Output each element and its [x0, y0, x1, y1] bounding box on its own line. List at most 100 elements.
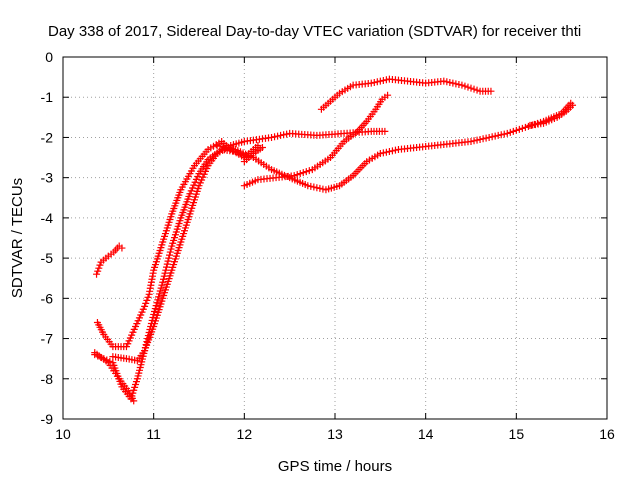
data-point [163, 260, 171, 268]
data-point [385, 148, 393, 156]
y-tick-label: -2 [41, 129, 54, 145]
data-point [391, 146, 399, 154]
y-tick-label: -3 [41, 170, 54, 186]
data-point [470, 85, 478, 93]
data-point [515, 125, 523, 133]
data-point [461, 82, 469, 90]
y-tick-label: -9 [41, 411, 54, 427]
series-track-d [93, 242, 126, 278]
data-point [166, 248, 174, 256]
data-point [379, 149, 387, 157]
data-point [446, 78, 454, 86]
data-point [277, 131, 285, 139]
axis-ticks: 10 11 12 13 14 15 16 0 -1 -2 -3 -4 -5 -6 -7 -8 -9 [41, 49, 615, 442]
data-point [482, 134, 490, 142]
data-point [118, 244, 126, 252]
data-point [216, 142, 224, 150]
data-point [476, 135, 484, 143]
data-point [161, 269, 169, 277]
data-point [506, 128, 514, 136]
x-tick-label: 13 [327, 426, 343, 442]
data-point [384, 91, 392, 99]
series-track-e [91, 349, 138, 405]
data-point [569, 101, 577, 109]
series-track-j [240, 144, 266, 166]
data-point [479, 135, 487, 143]
series-track-a [93, 137, 262, 351]
data-point [93, 270, 101, 278]
data-point [162, 266, 170, 274]
x-tick-label: 16 [599, 426, 615, 442]
data-point [302, 168, 310, 176]
data-point [497, 131, 505, 139]
x-axis-title: GPS time / hours [278, 458, 392, 475]
data-point [382, 148, 390, 156]
data-point [467, 84, 475, 92]
data-point [379, 76, 387, 84]
data-point [293, 171, 301, 179]
data-point [470, 137, 478, 145]
data-point [512, 126, 520, 134]
data-point [280, 131, 288, 139]
y-tick-label: -8 [41, 371, 54, 387]
data-point [370, 78, 378, 86]
data-point [222, 144, 230, 151]
data-point [373, 78, 381, 86]
data-point [305, 167, 313, 175]
y-tick-label: 0 [45, 49, 53, 65]
data-point [473, 136, 481, 144]
data-point [130, 397, 138, 405]
data-point [485, 133, 493, 141]
x-tick-label: 15 [509, 426, 525, 442]
data-points [91, 75, 577, 405]
data-point [367, 79, 375, 87]
data-point [316, 184, 324, 192]
data-point [487, 87, 495, 95]
y-tick-label: -4 [41, 210, 54, 226]
series-track-i [526, 101, 577, 129]
data-point [307, 182, 315, 190]
data-point [299, 169, 307, 177]
data-point [376, 77, 384, 85]
data-point [141, 302, 149, 310]
data-point [290, 172, 298, 180]
grid [63, 57, 607, 419]
data-point [96, 261, 104, 269]
data-point [491, 132, 499, 140]
data-point [467, 137, 475, 145]
data-point [225, 144, 233, 152]
data-point [521, 123, 529, 131]
data-point [455, 80, 463, 88]
series-track-b [91, 146, 253, 403]
data-point [258, 144, 266, 151]
data-point [488, 133, 496, 141]
x-tick-label: 10 [55, 426, 71, 442]
series-track-g [240, 91, 392, 190]
data-point [268, 133, 276, 141]
data-point [228, 145, 236, 153]
data-point [304, 182, 312, 190]
data-point [518, 124, 526, 132]
data-point [166, 251, 174, 259]
data-point [388, 147, 396, 155]
data-point [296, 170, 304, 178]
y-axis-title: SDTVAR / TECUs [9, 178, 26, 298]
data-point [376, 150, 384, 158]
data-point [313, 184, 321, 192]
chart-title: Day 338 of 2017, Sidereal Day-to-day VTE… [48, 23, 581, 40]
series-track-h [317, 75, 495, 113]
data-point [274, 132, 282, 140]
data-point [219, 143, 227, 151]
data-point [464, 83, 472, 91]
data-point [458, 81, 466, 89]
data-point [310, 183, 318, 191]
data-point [167, 245, 175, 253]
data-point [509, 127, 517, 135]
data-point [142, 299, 150, 307]
data-point [159, 278, 167, 286]
data-point [503, 129, 511, 137]
data-point [159, 275, 167, 283]
data-point [144, 293, 152, 301]
data-point [449, 79, 457, 87]
data-point [164, 257, 172, 265]
